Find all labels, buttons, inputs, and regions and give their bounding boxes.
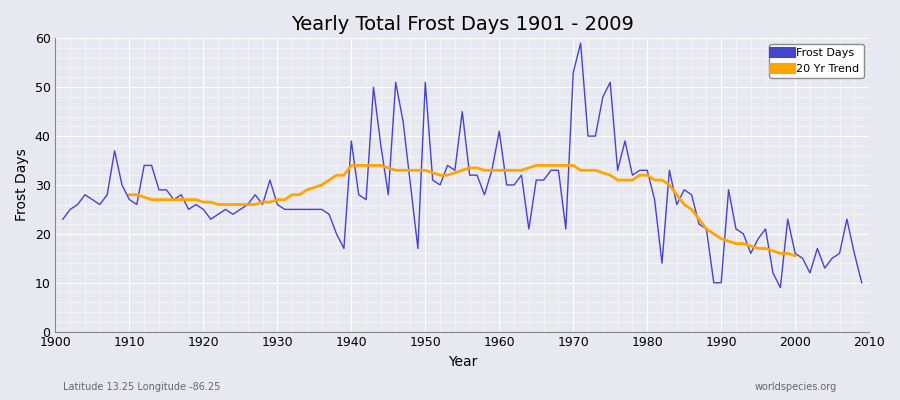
Line: 20 Yr Trend: 20 Yr Trend <box>130 166 796 256</box>
X-axis label: Year: Year <box>447 355 477 369</box>
Frost Days <box>279 207 290 212</box>
Legend: Frost Days, 20 Yr Trend: Frost Days, 20 Yr Trend <box>770 44 864 78</box>
Line: Frost Days: Frost Days <box>63 43 861 288</box>
20 Yr Trend <box>124 192 135 197</box>
Text: worldspecies.org: worldspecies.org <box>755 382 837 392</box>
20 Yr Trend <box>346 163 356 168</box>
Frost Days <box>775 285 786 290</box>
Frost Days <box>856 280 867 285</box>
Frost Days <box>324 212 335 217</box>
Y-axis label: Frost Days: Frost Days <box>15 148 29 221</box>
Frost Days <box>575 41 586 46</box>
Frost Days <box>494 129 505 134</box>
Frost Days <box>590 134 601 138</box>
20 Yr Trend <box>294 192 305 197</box>
Title: Yearly Total Frost Days 1901 - 2009: Yearly Total Frost Days 1901 - 2009 <box>291 15 634 34</box>
20 Yr Trend <box>694 217 705 222</box>
Text: Latitude 13.25 Longitude -86.25: Latitude 13.25 Longitude -86.25 <box>63 382 220 392</box>
20 Yr Trend <box>205 200 216 204</box>
Frost Days <box>58 217 68 222</box>
20 Yr Trend <box>775 251 786 256</box>
20 Yr Trend <box>790 254 801 258</box>
20 Yr Trend <box>279 197 290 202</box>
20 Yr Trend <box>782 251 793 256</box>
Frost Days <box>117 182 128 187</box>
Frost Days <box>487 168 498 173</box>
